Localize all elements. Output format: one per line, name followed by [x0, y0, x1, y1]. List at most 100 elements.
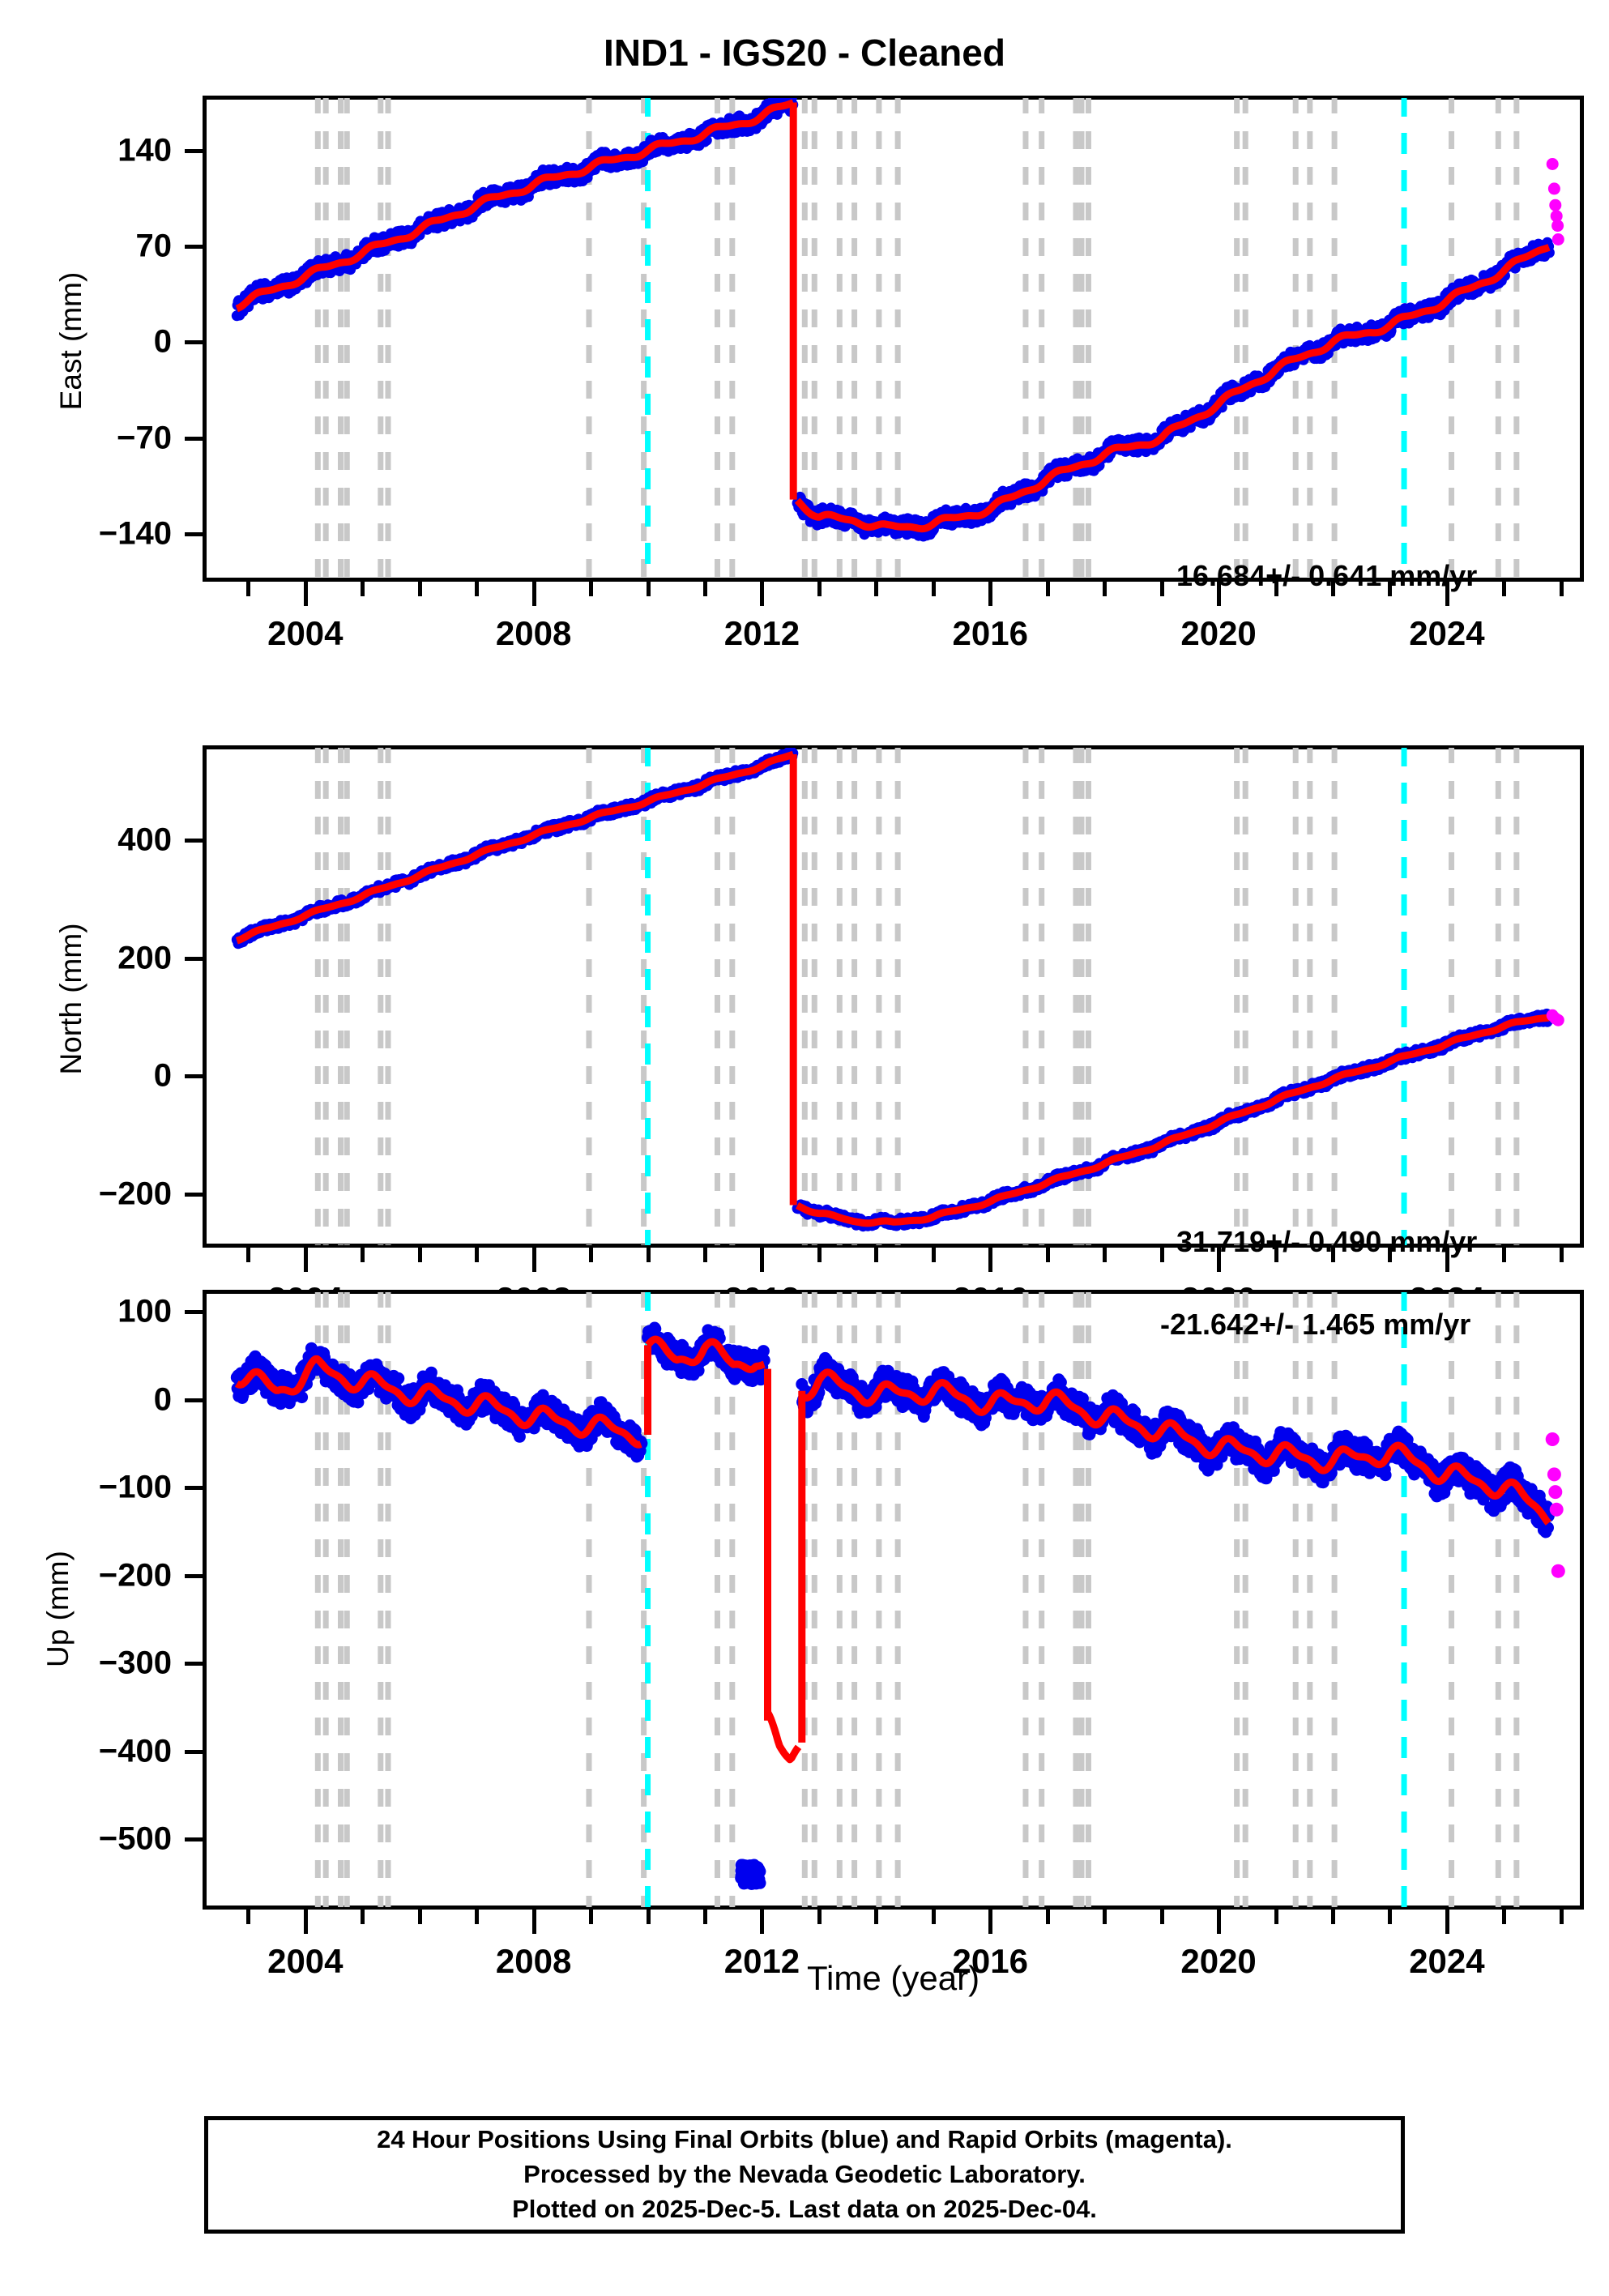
xtick-mark-minor: [646, 582, 651, 596]
xtick-mark-minor: [931, 582, 936, 596]
model-fit-line: [794, 244, 1551, 533]
xtick-mark-minor: [246, 1248, 251, 1262]
xtick-mark-minor: [931, 1248, 936, 1262]
ytick-mark: [185, 340, 203, 345]
ytick-label: 200: [117, 940, 172, 976]
xtick-mark-minor: [1502, 1248, 1507, 1262]
xtick-mark-minor: [1388, 582, 1393, 596]
xtick-mark-major: [988, 582, 993, 606]
xtick-mark-minor: [1274, 1248, 1278, 1262]
data-point-rapid: [1551, 1014, 1564, 1026]
xtick-mark-minor: [817, 1248, 822, 1262]
data-layer-north: [231, 748, 1564, 1245]
ytick-mark: [185, 956, 203, 961]
xtick-label: 2024: [1409, 614, 1485, 652]
ytick-label: 400: [117, 822, 172, 858]
xtick-label: 2016: [952, 614, 1028, 652]
xtick-mark-minor: [1045, 1248, 1050, 1262]
xtick-mark-major: [1445, 582, 1449, 606]
xtick-mark-minor: [817, 582, 822, 596]
ytick-mark: [185, 436, 203, 441]
xtick-mark-minor: [1331, 582, 1335, 596]
rate-label-north: 31.719+/- 0.490 mm/yr: [1176, 1225, 1478, 1258]
model-fit-line: [795, 1014, 1551, 1227]
xtick-mark-minor: [1502, 582, 1507, 596]
data-point-rapid: [1546, 158, 1559, 170]
data-point-rapid: [1551, 220, 1564, 233]
plot-frame-north: [203, 745, 1584, 1248]
xtick-mark-minor: [475, 582, 480, 596]
data-point-rapid: [1551, 233, 1564, 245]
ytick-label: 70: [135, 228, 173, 264]
xtick-mark-major: [531, 582, 536, 606]
series-group-east: [231, 98, 1564, 579]
data-point-rapid: [1550, 210, 1563, 223]
xtick-mark-minor: [1103, 582, 1108, 596]
xtick-mark-major: [1445, 1248, 1449, 1272]
panel-up-body: [203, 1290, 1584, 1910]
xtick-mark-minor: [361, 582, 365, 596]
data-point-rapid: [1549, 198, 1562, 211]
xtick-mark-minor: [874, 582, 879, 596]
ytick-label: −140: [98, 515, 172, 552]
xtick-mark-minor: [246, 582, 251, 596]
ytick-label: 0: [153, 1057, 172, 1094]
data-point-rapid: [1547, 182, 1560, 195]
xtick-mark-minor: [1274, 582, 1278, 596]
ytick-label: 0: [153, 323, 172, 360]
model-fit-line: [234, 99, 796, 313]
data-point-final: [296, 1391, 309, 1404]
xtick-mark-major: [531, 1248, 536, 1272]
xtick-mark-minor: [874, 1248, 879, 1262]
xtick-mark-minor: [1045, 582, 1050, 596]
xtick-label: 2008: [495, 614, 572, 652]
data-layer-up: [230, 1292, 1565, 1907]
ytick-mark: [185, 531, 203, 536]
data-layer-east: [231, 98, 1564, 579]
xtick-mark-major: [760, 1248, 765, 1272]
rate-label-east: 16.684+/- 0.641 mm/yr: [1176, 559, 1478, 592]
xtick-mark-major: [303, 1248, 308, 1272]
ytick-label: 140: [117, 132, 172, 169]
xtick-mark-minor: [646, 1248, 651, 1262]
ytick-mark: [185, 148, 203, 153]
xtick-mark-minor: [703, 1248, 707, 1262]
series-group-up: [230, 1292, 1565, 1907]
ytick-label: −70: [117, 420, 172, 456]
xtick-mark-minor: [1103, 1248, 1108, 1262]
xtick-mark-minor: [1159, 582, 1164, 596]
panel-north: [203, 745, 1584, 1248]
xtick-mark-minor: [361, 1248, 365, 1262]
xtick-mark-major: [303, 582, 308, 606]
xtick-mark-minor: [1388, 1248, 1393, 1262]
xtick-mark-minor: [1559, 582, 1564, 596]
xtick-mark-minor: [475, 1248, 480, 1262]
xtick-mark-minor: [1331, 1248, 1335, 1262]
series-group-north: [231, 748, 1564, 1245]
ytick-mark: [185, 244, 203, 249]
xtick-mark-major: [988, 1248, 993, 1272]
panel-east: [203, 96, 1584, 582]
ytick-mark: [185, 838, 203, 843]
page-title: IND1 - IGS20 - Cleaned: [604, 32, 1005, 74]
ytick-mark: [185, 1193, 203, 1197]
xtick-mark-minor: [417, 582, 422, 596]
data-point-final: [392, 1372, 405, 1385]
xtick-label: 2020: [1180, 614, 1257, 652]
data-point-final: [425, 1366, 437, 1379]
xtick-mark-major: [1217, 1248, 1222, 1272]
xtick-mark-major: [760, 582, 765, 606]
xtick-mark-minor: [703, 582, 707, 596]
xtick-mark-minor: [417, 1248, 422, 1262]
xtick-mark-major: [1217, 582, 1222, 606]
xtick-mark-minor: [589, 582, 594, 596]
xtick-mark-minor: [1559, 1248, 1564, 1262]
xtick-label: 2004: [267, 614, 344, 652]
xtick-mark-minor: [589, 1248, 594, 1262]
ytick-label: −200: [98, 1176, 172, 1212]
ytick-mark: [185, 1074, 203, 1079]
xtick-mark-minor: [1159, 1248, 1164, 1262]
xtick-label: 2012: [723, 614, 800, 652]
model-fit-line: [234, 750, 796, 945]
